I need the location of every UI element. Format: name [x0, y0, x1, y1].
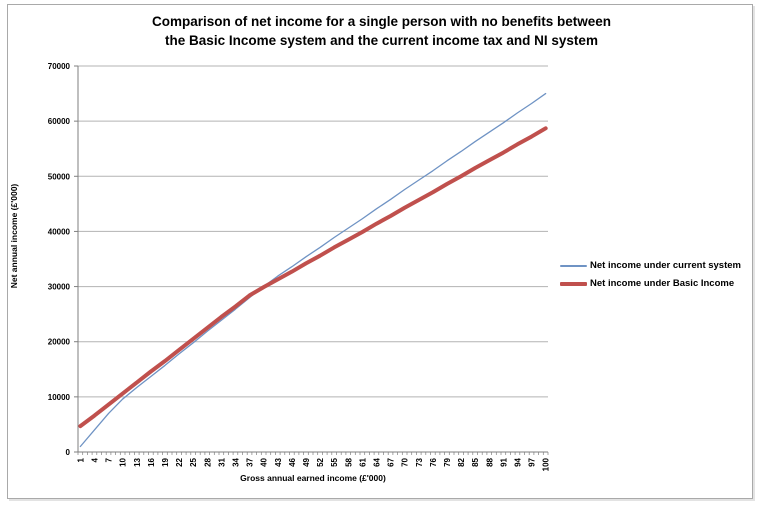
series-line-current-system: [79, 92, 547, 448]
chart-title: Comparison of net income for a single pe…: [0, 12, 763, 50]
series-line-basic-income: [78, 126, 548, 429]
y-tick-label: 0: [66, 448, 71, 457]
x-tick-label: 64: [372, 457, 381, 466]
x-tick-label: 76: [429, 457, 438, 466]
x-axis-title: Gross annual earned income (£'000): [240, 473, 386, 483]
legend-item-current-system: Net income under current system: [560, 258, 741, 273]
legend-line-sample-basic: [560, 281, 587, 286]
legend: Net income under current system Net inco…: [560, 258, 741, 291]
x-tick-label: 37: [246, 457, 255, 466]
legend-line-sample-current: [560, 264, 587, 267]
chart-title-line-1: Comparison of net income for a single pe…: [151, 14, 612, 29]
legend-label-current: Net income under current system: [590, 260, 741, 271]
x-tick-label: 82: [457, 457, 466, 466]
y-axis-title: Net annual income (£'000): [9, 183, 19, 289]
x-tick-label: 13: [133, 457, 142, 466]
x-tick-label: 19: [161, 457, 170, 466]
x-tick-label: 58: [344, 457, 353, 466]
x-tick-label: 52: [316, 457, 325, 466]
y-tick-label: 10000: [48, 393, 71, 402]
x-tick-label: 4: [90, 457, 99, 462]
y-tick-label: 50000: [48, 172, 71, 181]
x-tick-label: 88: [485, 457, 494, 466]
x-tick-label: 100: [542, 457, 551, 471]
x-tick-label: 55: [330, 457, 339, 466]
x-tick-label: 10: [119, 457, 128, 466]
y-tick-label: 70000: [48, 62, 71, 71]
x-tick-label: 31: [217, 457, 226, 466]
x-tick-label: 1: [76, 457, 85, 462]
x-tick-label: 22: [175, 457, 184, 466]
chart-frame: [7, 4, 753, 499]
x-tick-label: 7: [105, 457, 114, 462]
y-tick-label: 20000: [48, 338, 71, 347]
x-tick-label: 34: [231, 457, 240, 466]
legend-label-basic: Net income under Basic Income: [590, 278, 735, 289]
x-tick-label: 49: [302, 457, 311, 466]
x-tick-label: 94: [513, 457, 522, 466]
x-tick-label: 85: [471, 457, 480, 466]
x-tick-label: 67: [387, 457, 396, 466]
y-tick-label: 40000: [48, 227, 71, 236]
x-tick-label: 70: [401, 457, 410, 466]
x-tick-label: 43: [274, 457, 283, 466]
x-tick-label: 25: [189, 457, 198, 466]
x-tick-label: 97: [528, 457, 537, 466]
x-tick-label: 79: [443, 457, 452, 466]
x-tick-label: 46: [288, 457, 297, 466]
x-tick-label: 91: [499, 457, 508, 466]
x-tick-label: 16: [147, 457, 156, 466]
x-tick-label: 73: [415, 457, 424, 466]
y-tick-label: 60000: [48, 117, 71, 126]
x-tick-label: 40: [260, 457, 269, 466]
x-tick-label: 28: [203, 457, 212, 466]
legend-item-basic-income: Net income under Basic Income: [560, 276, 741, 291]
chart-title-line-2: the Basic Income system and the current …: [165, 33, 598, 48]
y-tick-label: 30000: [48, 283, 71, 292]
x-tick-label: 61: [358, 457, 367, 466]
